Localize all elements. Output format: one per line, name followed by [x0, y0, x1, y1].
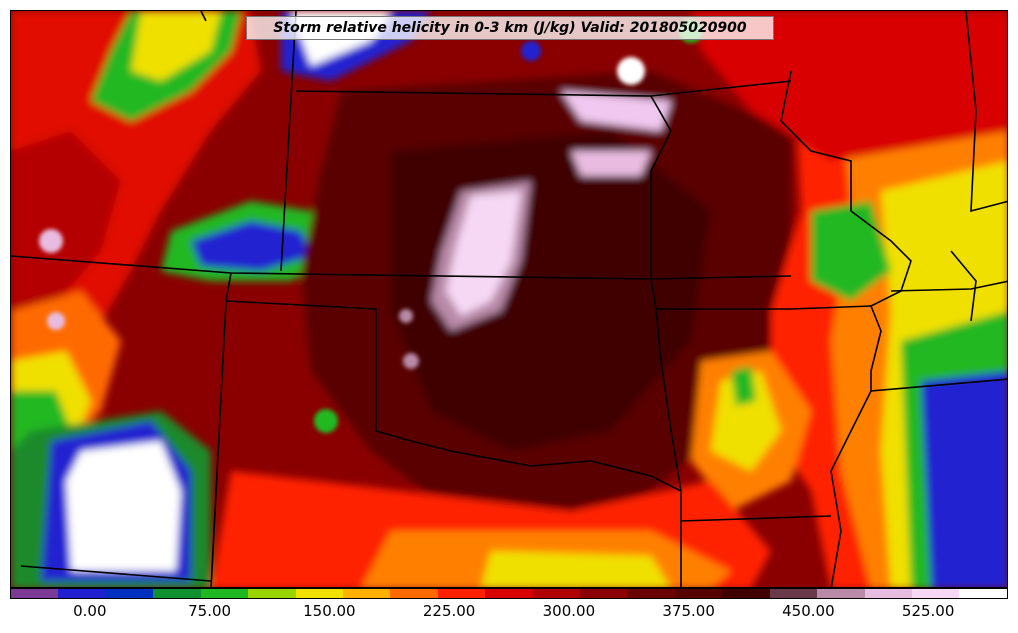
colorbar-swatch	[295, 589, 343, 598]
map-title: Storm relative helicity in 0-3 km (J/kg)…	[273, 20, 747, 36]
colorbar-tick-label: 0.00	[73, 602, 107, 620]
map-panel: Storm relative helicity in 0-3 km (J/kg)…	[10, 10, 1008, 588]
colorbar-swatch	[200, 589, 249, 598]
colorbar-swatch	[153, 589, 201, 598]
title-box: Storm relative helicity in 0-3 km (J/kg)…	[246, 16, 774, 40]
helicity-field-map	[11, 11, 1007, 587]
colorbar-swatch	[817, 589, 865, 598]
colorbar-swatch	[674, 589, 723, 598]
colorbar-swatch	[627, 589, 675, 598]
colorbar-tick-label: 450.00	[782, 602, 835, 620]
colorbar-swatch	[532, 589, 581, 598]
colorbar	[10, 588, 1008, 599]
state-boundaries	[11, 11, 1007, 587]
colorbar-swatch	[248, 589, 296, 598]
colorbar-tick-label: 75.00	[188, 602, 232, 620]
colorbar-tick-label: 300.00	[542, 602, 596, 620]
colorbar-swatch	[58, 589, 106, 598]
colorbar-tick-label: 375.00	[662, 602, 715, 620]
colorbar-tick-label: 225.00	[422, 602, 476, 620]
colorbar-swatch	[959, 589, 1007, 598]
colorbar-tick-label: 525.00	[901, 602, 955, 620]
colorbar-swatch	[342, 589, 391, 598]
colorbar-swatch	[390, 589, 438, 598]
colorbar-swatch	[105, 589, 154, 598]
colorbar-swatch	[437, 589, 486, 598]
colorbar-labels: 0.00 75.00 150.00 225.00 300.00 375.00 450.00 5…	[10, 602, 1008, 624]
colorbar-swatch	[722, 589, 770, 598]
colorbar-swatch	[864, 589, 913, 598]
colorbar-swatch	[912, 589, 960, 598]
colorbar-swatch	[485, 589, 533, 598]
colorbar-swatch	[580, 589, 628, 598]
field-contours	[11, 11, 1007, 587]
colorbar-tick-label: 150.00	[303, 602, 356, 620]
colorbar-swatch	[11, 589, 59, 598]
colorbar-swatch	[769, 589, 818, 598]
